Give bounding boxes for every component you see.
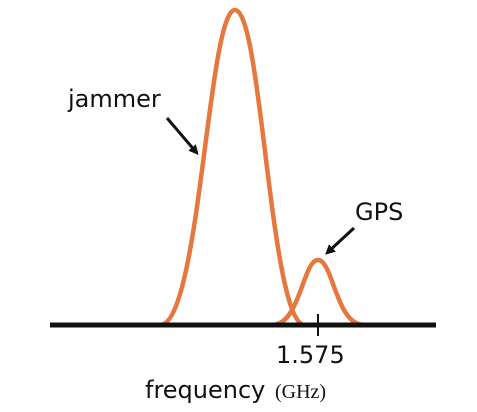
gps-label: GPS: [355, 198, 403, 226]
axis-unit: (GHz): [275, 381, 326, 403]
jammer-label: jammer: [67, 85, 161, 113]
gps-curve: [271, 257, 365, 328]
gps-arrow: [325, 226, 356, 255]
jammer-curve: [159, 7, 306, 328]
tick-label: 1.575: [276, 341, 345, 369]
axis-label: frequency: [145, 376, 265, 404]
jammer-arrow: [165, 117, 199, 156]
